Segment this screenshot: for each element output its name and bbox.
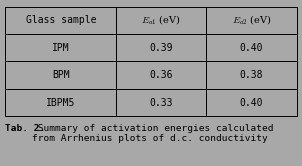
Bar (5, 89, 116, 116)
Bar (5, 61, 116, 89)
Text: 0.40: 0.40 (240, 97, 263, 108)
Bar (116, 7, 206, 34)
Text: $E_{a2}$ (eV): $E_{a2}$ (eV) (232, 14, 271, 27)
Text: 0.36: 0.36 (149, 70, 173, 80)
Text: Summary of activation energies calculated
from Arrhenius plots of d.c. conductiv: Summary of activation energies calculate… (32, 124, 274, 143)
Bar (206, 61, 297, 89)
Text: 0.33: 0.33 (149, 97, 173, 108)
Bar (116, 34, 206, 61)
Text: IBPM5: IBPM5 (46, 97, 76, 108)
Text: $E_{a1}$ (eV): $E_{a1}$ (eV) (141, 14, 181, 27)
Text: IPM: IPM (52, 43, 69, 53)
Bar (116, 61, 206, 89)
Bar (206, 89, 297, 116)
Text: Tab. 2.: Tab. 2. (5, 124, 46, 133)
Bar (206, 7, 297, 34)
Bar (5, 7, 116, 34)
Bar (116, 89, 206, 116)
Text: 0.40: 0.40 (240, 43, 263, 53)
Bar (5, 34, 116, 61)
Text: Glass sample: Glass sample (25, 15, 96, 25)
Bar (206, 34, 297, 61)
Text: 0.39: 0.39 (149, 43, 173, 53)
Text: BPM: BPM (52, 70, 69, 80)
Text: 0.38: 0.38 (240, 70, 263, 80)
